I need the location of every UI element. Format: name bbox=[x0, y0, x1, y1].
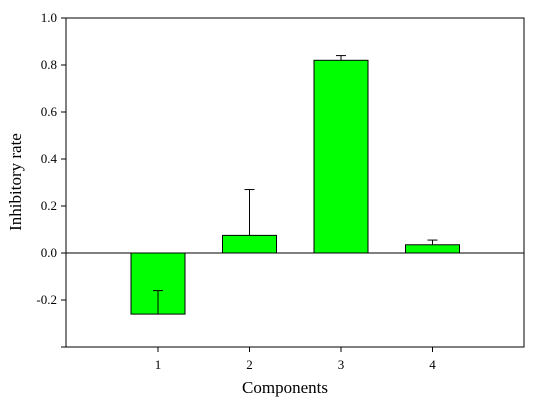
y-tick-label: 0.6 bbox=[41, 104, 58, 119]
x-axis-title: Components bbox=[242, 378, 328, 397]
plot-frame bbox=[65, 17, 525, 348]
y-tick-label: 1.0 bbox=[41, 10, 57, 25]
bar bbox=[313, 59, 369, 254]
y-axis-title: Inhibitory rate bbox=[6, 133, 25, 231]
y-tick-label: 0.8 bbox=[41, 57, 57, 72]
y-tick-label: 0.2 bbox=[41, 198, 57, 213]
x-tick-label: 3 bbox=[338, 357, 345, 372]
x-tick-label: 4 bbox=[429, 357, 436, 372]
x-tick-label: 2 bbox=[246, 357, 253, 372]
y-axis-ticks: -0.2 0.0 0.2 0.4 0.6 0.8 1.0 bbox=[36, 10, 66, 348]
y-tick-label: 0.0 bbox=[41, 245, 57, 260]
bars bbox=[130, 55, 460, 315]
x-axis-ticks: 1 2 3 4 bbox=[155, 347, 436, 372]
bar bbox=[405, 244, 460, 254]
y-tick-label: 0.4 bbox=[41, 151, 58, 166]
bar bbox=[222, 234, 277, 254]
x-tick-label: 1 bbox=[155, 357, 162, 372]
y-tick-label: -0.2 bbox=[36, 292, 57, 307]
